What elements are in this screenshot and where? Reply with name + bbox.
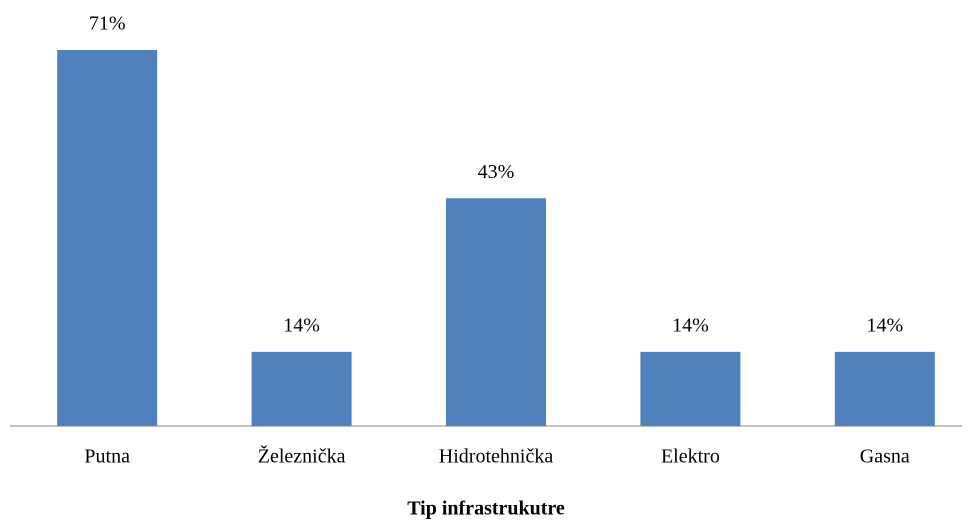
- x-tick-label: Gasna: [860, 446, 910, 468]
- data-label: 43%: [478, 161, 515, 183]
- bar: [640, 351, 741, 426]
- x-tick-label: Elektro: [661, 446, 720, 468]
- bar: [251, 351, 352, 426]
- x-tick-label: Železnička: [258, 445, 346, 468]
- bar: [446, 198, 546, 426]
- bar: [834, 351, 935, 426]
- data-label: 14%: [672, 314, 709, 336]
- x-axis-title: Tip infrastrukutre: [407, 498, 565, 520]
- data-label: 71%: [89, 13, 126, 35]
- data-label: 14%: [283, 314, 320, 336]
- bar: [57, 50, 158, 426]
- x-tick-label: Putna: [84, 446, 130, 468]
- data-label: 14%: [866, 314, 903, 336]
- x-tick-label: Hidrotehnička: [439, 446, 554, 468]
